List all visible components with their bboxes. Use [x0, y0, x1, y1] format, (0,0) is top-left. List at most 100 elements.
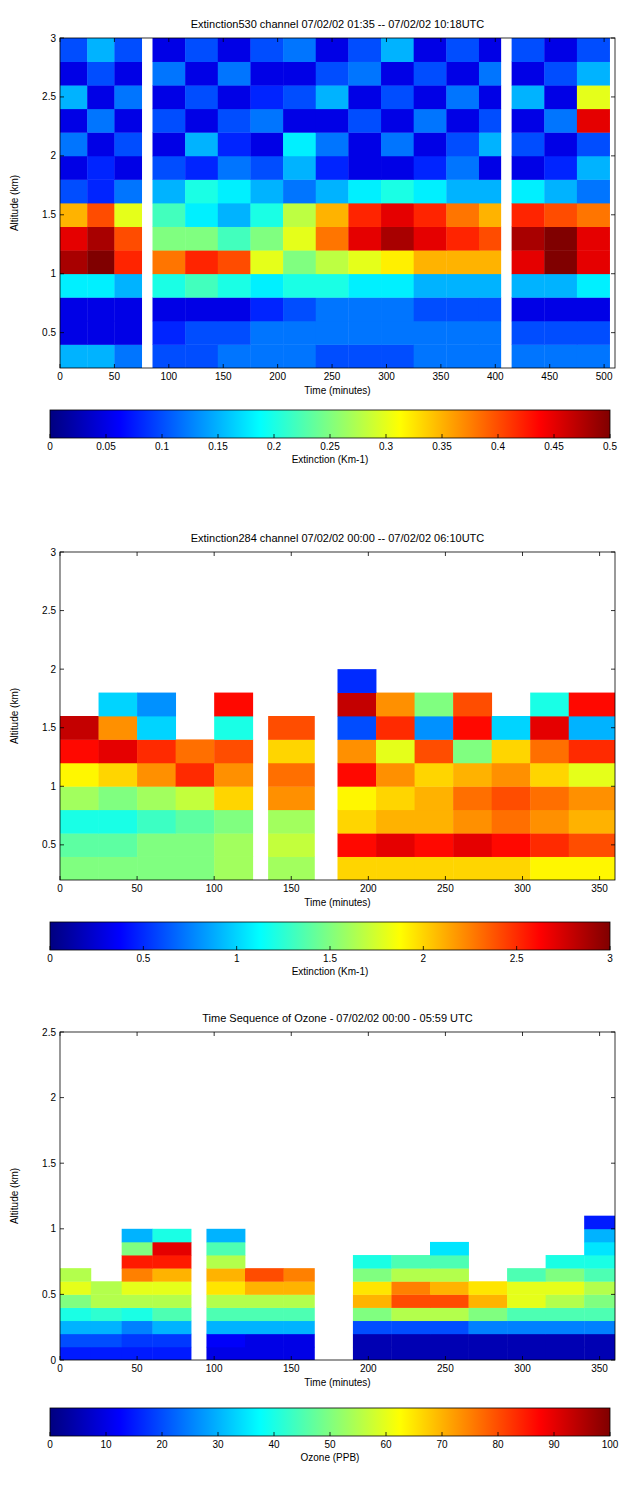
x-tick-label: 100 [206, 1363, 223, 1374]
plot-background [60, 552, 615, 880]
x-tick [60, 876, 61, 880]
heat-cell [153, 1242, 192, 1256]
heat-cell [544, 156, 577, 180]
heat-cell [153, 1255, 192, 1269]
heat-cell [391, 1255, 430, 1269]
x-tick-label: 150 [283, 883, 300, 894]
heat-cell [353, 1321, 392, 1335]
heat-cell [507, 1347, 546, 1360]
heat-cell [114, 344, 142, 368]
heat-cell [87, 109, 115, 133]
heat-cell [453, 716, 492, 740]
colorbar-tick-label: 70 [436, 1439, 448, 1450]
heat-cell [206, 1281, 245, 1295]
heat-cell [414, 274, 447, 298]
heat-cell [214, 786, 253, 810]
heat-cell [376, 716, 415, 740]
heat-cell [137, 833, 176, 857]
heat-cell [185, 132, 218, 156]
heat-cell [87, 203, 115, 227]
panel: Extinction284 channel 07/02/02 00:00 -- … [9, 532, 615, 977]
x-tick [495, 38, 496, 42]
heat-cell [376, 693, 415, 717]
heat-cell [91, 1294, 122, 1308]
heat-cell [87, 274, 115, 298]
heat-cell [391, 1281, 430, 1295]
colorbar-tick-label: 3 [607, 953, 613, 964]
heat-cell [60, 62, 88, 86]
heat-cell [60, 297, 88, 321]
heat-cell [381, 274, 414, 298]
y-tick-label: 0 [50, 1355, 56, 1366]
heat-cell [415, 833, 454, 857]
y-tick-label: 3 [50, 547, 56, 558]
heat-cell [316, 227, 349, 251]
heat-cell [137, 810, 176, 834]
colorbar-tick [610, 1432, 611, 1436]
colorbar [50, 922, 610, 950]
heat-cell [91, 1321, 122, 1335]
y-tick-label: 1 [50, 268, 56, 279]
y-tick [611, 332, 615, 333]
y-tick [60, 552, 64, 553]
heat-cell [153, 38, 186, 62]
colorbar-tick [274, 434, 275, 438]
heat-cell [316, 203, 349, 227]
heat-cell [60, 1321, 91, 1335]
heat-cell [453, 786, 492, 810]
colorbar-tick [386, 1432, 387, 1436]
heat-cell [122, 1308, 153, 1322]
heat-cell [569, 716, 615, 740]
heat-cell [245, 1334, 284, 1348]
heat-cell [114, 250, 142, 274]
heat-cell [577, 227, 610, 251]
colorbar-tick-label: 0 [47, 1439, 53, 1450]
x-tick [368, 1032, 369, 1036]
y-tick [60, 38, 64, 39]
heat-cell [245, 1281, 284, 1295]
x-tick [277, 364, 278, 368]
heat-cell [218, 203, 251, 227]
heat-cell [453, 857, 492, 880]
colorbar-tick-label: 30 [212, 1439, 224, 1450]
heat-cell [176, 763, 215, 787]
heat-cell [544, 132, 577, 156]
x-tick [137, 1032, 138, 1036]
colorbar-title: Extinction (Km-1) [292, 454, 369, 465]
y-tick [60, 844, 64, 845]
heat-cell [507, 1334, 546, 1348]
heat-cell [185, 321, 218, 345]
heat-cell [446, 156, 479, 180]
heat-cell [60, 1281, 91, 1295]
y-tick [611, 610, 615, 611]
colorbar-tick-label: 0.05 [96, 441, 116, 452]
heat-cell [584, 1308, 615, 1322]
heat-cell [122, 1255, 153, 1269]
heat-cell [60, 1294, 91, 1308]
heat-cell [381, 156, 414, 180]
heat-cell [376, 786, 415, 810]
heat-cell [584, 1268, 615, 1282]
heat-cell [584, 1242, 615, 1256]
heat-cell [284, 1334, 315, 1348]
x-tick [223, 38, 224, 42]
heat-cell [507, 1268, 546, 1282]
x-tick-label: 100 [206, 883, 223, 894]
heat-cell [492, 833, 531, 857]
heat-cell [60, 344, 88, 368]
x-tick-label: 200 [360, 1363, 377, 1374]
heat-cell [60, 1308, 91, 1322]
y-tick [60, 1032, 64, 1033]
x-tick-label: 250 [324, 371, 341, 382]
heat-cell [245, 1321, 284, 1335]
heat-cell [250, 203, 283, 227]
heat-cell [137, 857, 176, 880]
heat-cell [316, 62, 349, 86]
heat-cell [153, 109, 186, 133]
panel: Time Sequence of Ozone - 07/02/02 00:00 … [9, 1012, 619, 1463]
plot-background [60, 1032, 615, 1360]
heat-cell [114, 179, 142, 203]
y-tick [611, 1360, 615, 1361]
heat-cell [60, 1268, 91, 1282]
heat-cell [87, 321, 115, 345]
